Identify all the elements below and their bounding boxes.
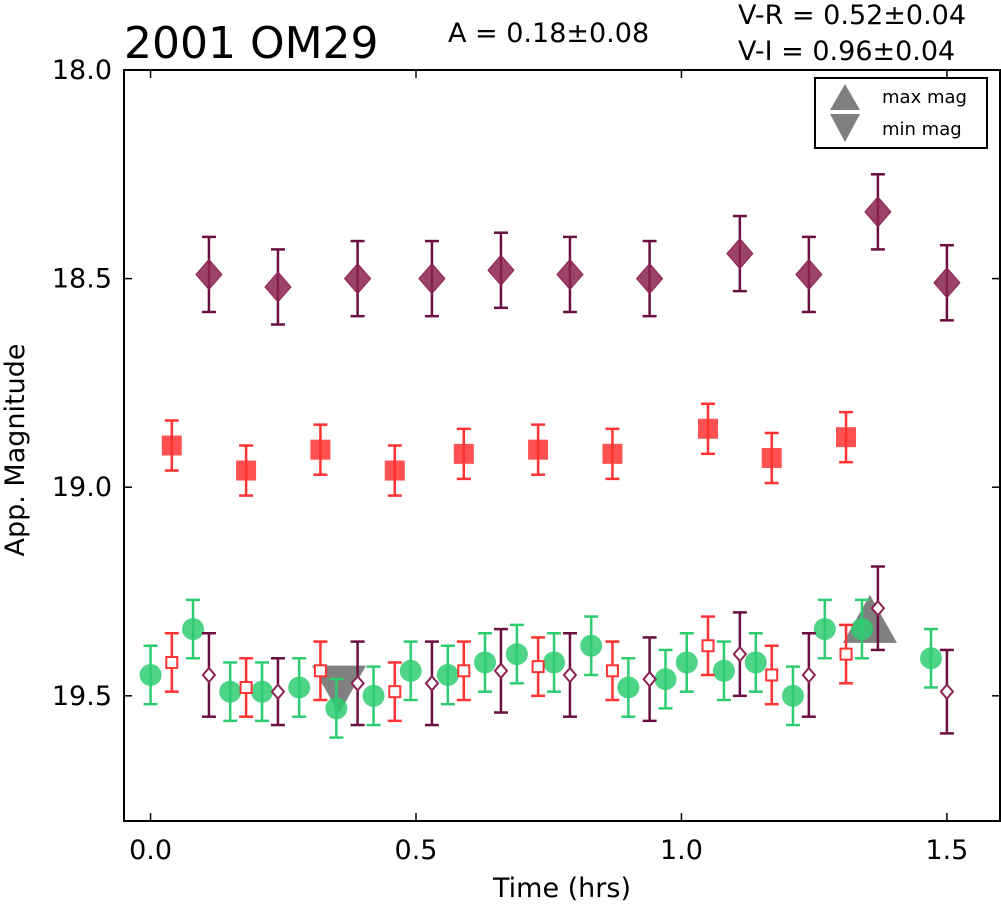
data-point [495, 664, 507, 678]
x-tick-label: 1.5 [925, 835, 968, 866]
axes: 0.0 0.5 1.0 1.5 18.0 18.5 19.0 19.5 [52, 55, 1000, 866]
data-point [557, 259, 583, 289]
data-point [766, 669, 777, 680]
x-tick-label: 1.0 [660, 835, 703, 866]
data-point [703, 640, 714, 651]
data-point [528, 440, 548, 460]
data-point [265, 272, 291, 302]
data-point [814, 618, 836, 640]
data-point [564, 668, 576, 682]
data-point [325, 697, 347, 719]
data-point [607, 665, 618, 676]
data-point [543, 651, 565, 673]
data-point [488, 255, 514, 285]
data-point [745, 651, 767, 673]
data-point [389, 686, 400, 697]
x-axis-label: Time (hrs) [492, 873, 631, 904]
data-point [762, 448, 782, 468]
data-point [796, 259, 822, 289]
data-point [941, 685, 953, 699]
data-point [288, 676, 310, 698]
data-point [203, 668, 215, 682]
data-point [580, 635, 602, 657]
legend-label-max: max mag [882, 87, 967, 108]
data-point [713, 660, 735, 682]
data-point [602, 444, 622, 464]
data-point [454, 444, 474, 464]
x-tick-label: 0.5 [395, 835, 438, 866]
data-point [400, 660, 422, 682]
data-point [782, 685, 804, 707]
data-point [419, 264, 445, 294]
data-point [166, 657, 177, 668]
data-point [345, 264, 371, 294]
data-point [437, 664, 459, 686]
data-point [920, 647, 942, 669]
legend: max mag min mag [815, 78, 987, 148]
data-point [836, 427, 856, 447]
data-point [236, 461, 256, 481]
data-point [385, 461, 405, 481]
data-point [310, 440, 330, 460]
data-point [140, 664, 162, 686]
v-i-annotation: V-I = 0.96±0.04 [738, 36, 955, 67]
y-axis-label: App. Magnitude [0, 344, 31, 557]
y-tick-label: 18.0 [52, 55, 112, 86]
plot-frame [124, 70, 1000, 821]
data-point [458, 665, 469, 676]
data-point [182, 618, 204, 640]
y-tick-label: 18.5 [52, 264, 112, 295]
data-point [506, 643, 528, 665]
data-point [474, 651, 496, 673]
data-point [363, 685, 385, 707]
x-tick-label: 0.0 [129, 835, 172, 866]
y-tick-label: 19.5 [52, 681, 112, 712]
data-point [315, 665, 326, 676]
data-point [676, 651, 698, 673]
data-point [533, 661, 544, 672]
data-point [841, 649, 852, 660]
y-tick-label: 19.0 [52, 472, 112, 503]
chart-title: 2001 OM29 [124, 18, 379, 69]
v-r-annotation: V-R = 0.52±0.04 [738, 0, 966, 31]
data-point [219, 681, 241, 703]
data-point [426, 676, 438, 690]
data-point [272, 685, 284, 699]
data-point [637, 264, 663, 294]
data-point [617, 676, 639, 698]
data-point [803, 668, 815, 682]
data-point [851, 618, 873, 640]
lightcurve-chart: 2001 OM29 A = 0.18±0.08 V-R = 0.52±0.04 … [0, 0, 1001, 904]
data-point [934, 268, 960, 298]
amplitude-annotation: A = 0.18±0.08 [448, 18, 649, 49]
plot-area [140, 174, 960, 737]
legend-label-min: min mag [882, 119, 962, 140]
data-point [644, 672, 656, 686]
data-point [727, 239, 753, 269]
data-point [196, 259, 222, 289]
data-point [698, 419, 718, 439]
data-point [865, 197, 891, 227]
data-point [251, 681, 273, 703]
data-point [655, 668, 677, 690]
data-point [241, 682, 252, 693]
data-point [734, 647, 746, 661]
data-point [162, 436, 182, 456]
